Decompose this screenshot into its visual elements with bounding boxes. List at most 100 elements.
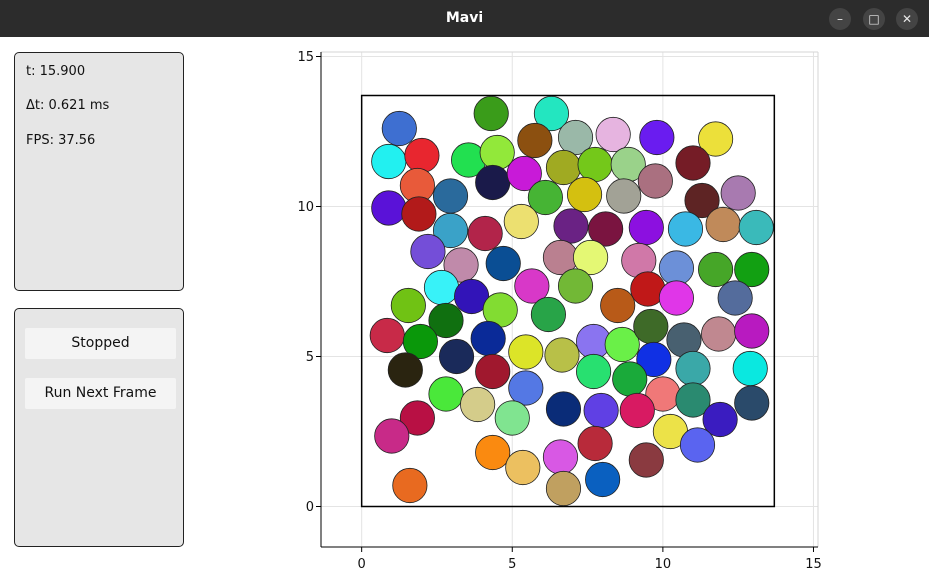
particle [557, 119, 594, 156]
particle [506, 155, 542, 192]
particle [675, 382, 711, 418]
run-next-frame-button[interactable]: Run Next Frame [25, 378, 176, 409]
particle [399, 400, 435, 436]
particle [545, 391, 582, 427]
particle [628, 442, 664, 478]
particle [628, 209, 664, 246]
particle [371, 190, 407, 226]
particle [401, 196, 437, 232]
particle [475, 434, 511, 471]
particle [443, 247, 479, 283]
particle [542, 439, 579, 475]
fps-readout: FPS: 37.56 [26, 133, 96, 148]
particle [467, 215, 503, 252]
particle [606, 178, 642, 214]
particle [619, 392, 655, 429]
particle [494, 400, 530, 436]
particle [402, 323, 438, 360]
particle [530, 296, 566, 333]
particle [585, 461, 621, 498]
particle [637, 163, 673, 199]
info-panel: t: 15.900 Δt: 0.621 ms FPS: 37.56 [14, 52, 184, 291]
particle [600, 287, 636, 324]
particle [577, 425, 613, 462]
particle [428, 302, 464, 339]
y-tick-label: 10 [297, 200, 314, 215]
particle [369, 317, 405, 354]
particle [738, 209, 774, 246]
particle [577, 146, 613, 183]
particle [475, 353, 511, 390]
particle [390, 287, 426, 324]
minimize-icon[interactable]: – [829, 8, 851, 30]
dt-readout: Δt: 0.621 ms [26, 98, 110, 113]
particle [527, 179, 563, 216]
particle [679, 427, 716, 463]
particle [438, 338, 475, 375]
particle [473, 95, 509, 132]
particle [717, 280, 753, 316]
x-tick-label: 15 [805, 557, 822, 572]
y-tick-label: 5 [306, 350, 314, 365]
particle [734, 385, 770, 421]
particle [505, 449, 541, 486]
particle [573, 239, 609, 276]
particle [576, 353, 612, 390]
window-title: Mavi [445, 10, 484, 26]
maximize-icon[interactable]: □ [863, 8, 885, 30]
particle [454, 278, 490, 315]
particle [557, 268, 594, 304]
particle [604, 326, 640, 363]
y-tick-label: 15 [297, 50, 314, 65]
time-readout: t: 15.900 [26, 64, 86, 79]
window-titlebar: Mavi – □ ✕ [0, 0, 929, 37]
particle [566, 176, 603, 213]
y-tick-label: 0 [306, 500, 314, 515]
particle [705, 206, 741, 243]
particle [428, 376, 464, 412]
particle [701, 316, 737, 352]
particle [658, 250, 694, 286]
particle [684, 182, 720, 219]
particle [533, 95, 569, 132]
particle [381, 110, 417, 147]
particle [583, 392, 619, 429]
particle [544, 337, 580, 373]
particle [636, 341, 672, 378]
particle [698, 251, 734, 288]
particle [545, 470, 582, 507]
particle [423, 269, 460, 306]
particle [470, 320, 506, 357]
particle [387, 352, 423, 388]
stop-toggle-button[interactable]: Stopped [25, 328, 176, 359]
particle [517, 122, 553, 159]
particle [508, 370, 544, 406]
particle [432, 212, 469, 249]
particle [667, 211, 704, 247]
particle [612, 361, 648, 397]
particle [633, 308, 669, 345]
particle [392, 467, 428, 504]
particle [675, 350, 711, 387]
particle [553, 208, 589, 244]
particle [698, 121, 734, 157]
particle [734, 313, 770, 349]
particle [475, 164, 511, 201]
particle [702, 401, 738, 438]
particle [720, 175, 756, 211]
particle [675, 145, 711, 181]
particle [588, 211, 624, 247]
controls-panel: Stopped Run Next Frame [14, 308, 184, 547]
particle [404, 137, 440, 174]
particle [374, 418, 410, 454]
x-tick-label: 0 [358, 557, 366, 572]
particle [732, 350, 768, 387]
close-icon[interactable]: ✕ [896, 8, 918, 30]
particle [503, 203, 539, 240]
particle [371, 143, 407, 180]
particle [514, 268, 550, 304]
x-tick-label: 10 [655, 557, 672, 572]
simulation-box [360, 94, 776, 508]
particle [460, 386, 496, 423]
